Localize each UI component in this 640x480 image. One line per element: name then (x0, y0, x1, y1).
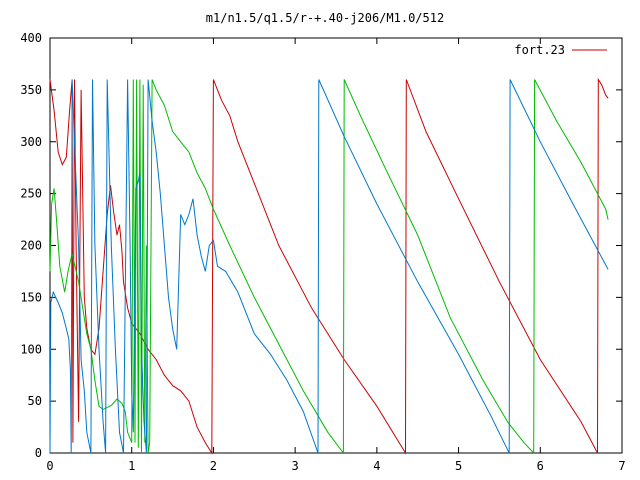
y-tick-label: 300 (20, 135, 42, 149)
legend-label: fort.23 (514, 43, 565, 57)
series-line-2 (49, 79, 609, 455)
legend: fort.23 (514, 43, 607, 57)
y-tick-label: 0 (35, 446, 42, 460)
y-tick-label: 250 (20, 187, 42, 201)
axis-ticks: 0 1 2 3 4 5 6 7 0 50 100 150 200 250 300 350 400 (20, 31, 625, 473)
series-group (49, 77, 609, 455)
x-tick-label: 4 (373, 459, 380, 473)
x-tick-label: 0 (46, 459, 53, 473)
chart-title: m1/n1.5/q1.5/r-+.40-j206/M1.0/512 (206, 11, 444, 25)
x-tick-label: 2 (210, 459, 217, 473)
x-tick-label: 7 (618, 459, 625, 473)
x-tick-label: 5 (455, 459, 462, 473)
series-line-1 (49, 77, 609, 455)
y-tick-label: 350 (20, 83, 42, 97)
y-tick-label: 100 (20, 342, 42, 356)
x-tick-label: 3 (292, 459, 299, 473)
series-line-3 (49, 79, 609, 454)
y-tick-label: 150 (20, 290, 42, 304)
y-tick-label: 400 (20, 31, 42, 45)
x-tick-label: 1 (128, 459, 135, 473)
y-tick-label: 50 (28, 394, 42, 408)
y-tick-label: 200 (20, 239, 42, 253)
x-tick-label: 6 (537, 459, 544, 473)
